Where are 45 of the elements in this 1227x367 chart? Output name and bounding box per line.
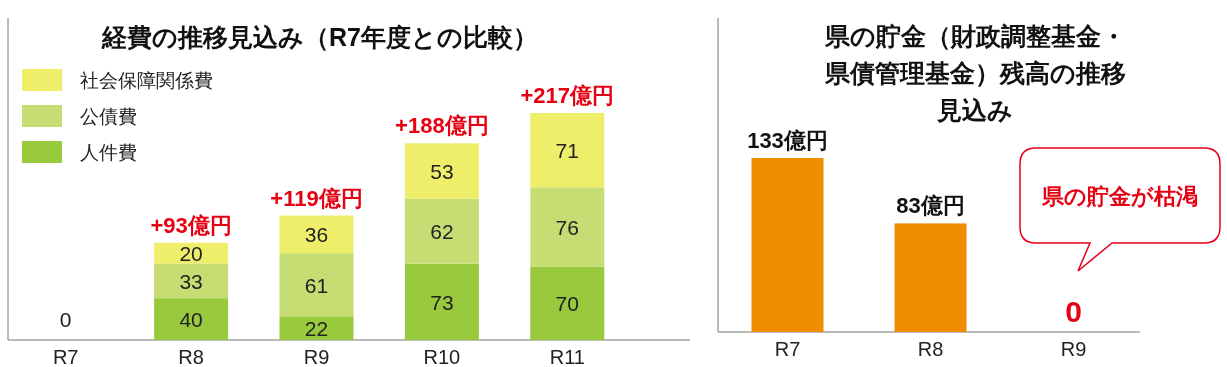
x-tick-label: R11 [549,346,585,367]
x-tick-label: R9 [1060,338,1087,360]
bar [154,298,229,340]
data-label: 36 [304,223,329,247]
data-label: 40 [179,308,203,332]
data-label: 70 [555,292,579,316]
x-tick-label: R7 [52,346,79,367]
data-label: 0 [1065,295,1082,328]
bar [404,198,479,264]
legend-label: 社会保障関係費 [80,70,213,91]
bar [404,263,479,340]
total-label: +119億円 [270,185,363,211]
data-label: 22 [304,317,329,341]
data-label: 33 [179,269,203,293]
annotation: 県の貯金が枯渇 [1041,183,1198,209]
x-tick-label: R8 [917,338,944,360]
legend-label: 人件費 [80,142,137,163]
data-label: 61 [304,274,329,298]
x-tick-label: R8 [178,346,204,367]
total-label: +93億円 [150,212,232,238]
bar [279,253,354,317]
data-label: 62 [430,220,454,244]
x-tick-label: R7 [774,338,801,360]
data-label: 53 [430,160,454,184]
bar [279,215,354,254]
data-label: 133億円 [747,128,828,153]
chart-title: 経費の推移見込み（R7年度との比較） [101,23,538,51]
bar [279,316,354,340]
bar [404,143,479,199]
legend-label: 公債費 [80,106,137,127]
bar [530,187,605,267]
total-label: +217億円 [520,83,615,108]
bar [530,266,605,340]
bar [154,263,229,299]
data-label: 73 [430,290,454,314]
data-label: 76 [555,216,579,240]
chart-title: 県の貯金（財政調整基金・県債管理基金）残高の推移見込み [823,22,1126,124]
x-tick-label: R10 [423,346,461,367]
data-label: 83億円 [896,193,965,219]
data-label: 20 [179,242,203,266]
data-label: 71 [555,139,579,163]
total-label: 0 [59,308,72,331]
bar [530,113,605,188]
x-tick-label: R9 [303,346,330,367]
total-label: +188億円 [395,113,489,139]
